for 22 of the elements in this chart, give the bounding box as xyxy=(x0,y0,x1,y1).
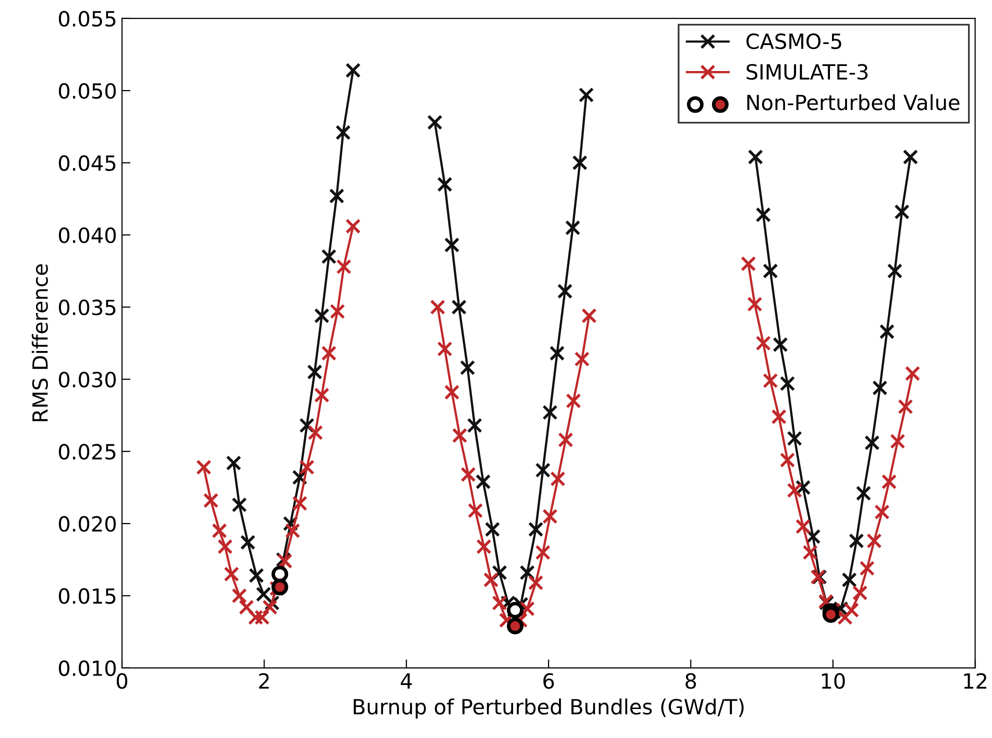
y-tick-label: 0.035 xyxy=(58,300,116,316)
y-axis-title: RMS Difference xyxy=(32,264,48,422)
x-tick-label: 8 xyxy=(686,673,696,689)
legend-label: Non-Perturbed Value xyxy=(747,94,960,110)
y-tick-label: 0.040 xyxy=(58,227,116,244)
y-tick-label: 0.010 xyxy=(58,660,116,676)
legend-label: SIMULATE-3 xyxy=(746,64,868,80)
x-tick-label: 4 xyxy=(400,673,412,689)
y-tick-label: 0.045 xyxy=(58,155,116,171)
x-tick-label: 0 xyxy=(116,673,128,689)
x-tick-label: 2 xyxy=(259,673,269,689)
x-tick-label: 12 xyxy=(964,673,986,689)
y-tick-label: 0.025 xyxy=(58,444,116,460)
x-axis-title: Burnup of Perturbed Bundles (GWd/T) xyxy=(354,698,744,719)
y-tick-label: 0.020 xyxy=(58,516,116,532)
legend-label: CASMO-5 xyxy=(746,33,842,50)
y-tick-label: 0.015 xyxy=(58,588,116,604)
y-tick-label: 0.050 xyxy=(58,83,116,99)
y-tick-label: 0.055 xyxy=(58,10,116,27)
y-tick-label: 0.030 xyxy=(58,372,116,388)
x-tick-label: 10 xyxy=(822,673,845,689)
x-tick-label: 6 xyxy=(543,673,554,689)
